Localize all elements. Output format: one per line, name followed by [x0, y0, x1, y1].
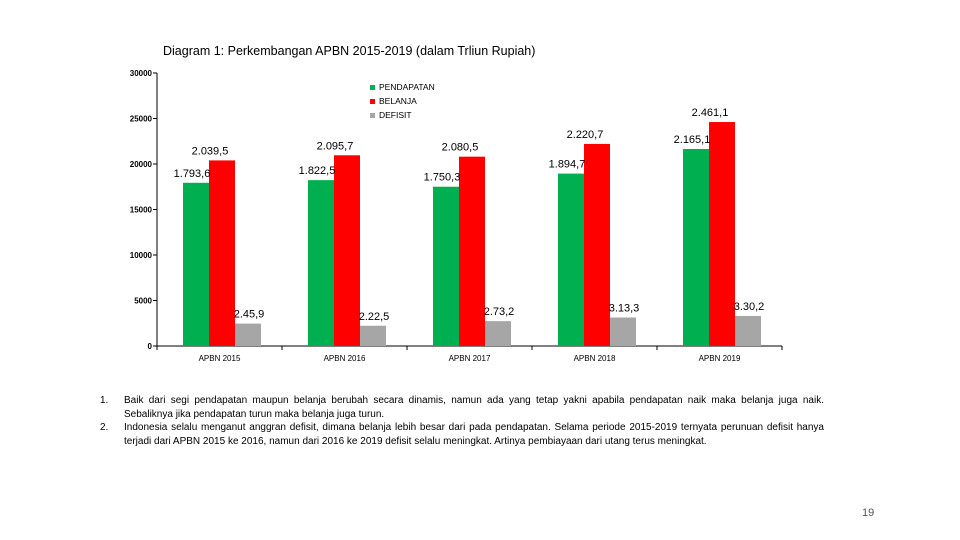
- note-text: Indonesia selalu menganut anggran defisi…: [124, 422, 824, 447]
- y-tick-label: 10000: [130, 251, 153, 260]
- legend-label: DEFISIT: [379, 110, 412, 120]
- x-tick-label: APBN 2019: [699, 354, 741, 363]
- legend-label: BELANJA: [379, 96, 417, 106]
- bar-pendapatan: [433, 186, 459, 346]
- y-tick-label: 20000: [130, 160, 153, 169]
- note-number: 1.: [100, 395, 109, 406]
- bar-pendapatan: [683, 148, 709, 346]
- legend-swatch: [370, 85, 375, 90]
- data-label: 2.080,5: [442, 142, 479, 154]
- note-number: 2.: [100, 422, 109, 434]
- bar-belanja: [209, 160, 235, 346]
- legend-swatch: [370, 99, 375, 104]
- y-tick-label: 30000: [130, 69, 153, 78]
- data-label: 2.039,5: [192, 145, 229, 157]
- chart-bars: [183, 122, 761, 346]
- bar-belanja: [584, 143, 610, 346]
- y-tick-label: 5000: [134, 297, 152, 306]
- bar-belanja: [709, 122, 735, 346]
- data-label: 3.30,2: [734, 301, 765, 313]
- bar-defisit: [485, 321, 511, 346]
- data-label: 1.822,5: [299, 165, 336, 177]
- y-tick-label: 25000: [130, 115, 153, 124]
- bar-belanja: [334, 155, 360, 346]
- bar-pendapatan: [558, 173, 584, 346]
- y-tick-label: 15000: [130, 206, 153, 215]
- bar-defisit: [610, 317, 636, 346]
- bar-pendapatan: [183, 182, 209, 346]
- data-label: 2.165,1: [674, 134, 711, 146]
- data-label: 2.22,5: [359, 311, 390, 323]
- chart-axes: 0 5000 10000 15000 20000 25000 30000 APBN 2015 A…: [130, 69, 783, 363]
- note-item: 1. Baik dari segi pendapatan maupun bela…: [100, 394, 824, 421]
- data-label: 2.095,7: [317, 140, 354, 152]
- bar-defisit: [235, 323, 261, 346]
- page-number: 19: [862, 507, 875, 519]
- x-tick-label: APBN 2017: [449, 354, 491, 363]
- data-label: 2.220,7: [567, 129, 604, 141]
- data-label: 1.894,7: [549, 159, 586, 171]
- note-text: Baik dari segi pendapatan maupun belanja…: [124, 395, 824, 420]
- x-tick-label: APBN 2016: [324, 354, 366, 363]
- chart-title: Diagram 1: Perkembangan APBN 2015-2019 (…: [163, 44, 535, 58]
- data-label: 2.461,1: [692, 107, 729, 119]
- y-tick-label: 0: [148, 342, 153, 351]
- chart-data-labels: 1.793,6 1.822,5 1.750,3 1.894,7 2.165,1 2.039…: [174, 107, 765, 323]
- note-item: 2. Indonesia selalu menganut anggran def…: [100, 421, 824, 448]
- notes-list: 1. Baik dari segi pendapatan maupun bela…: [100, 394, 824, 448]
- data-label: 1.750,3: [424, 172, 461, 184]
- data-label: 2.45,9: [234, 309, 265, 321]
- data-label: 2.73,2: [484, 306, 515, 318]
- bar-defisit: [360, 325, 386, 346]
- x-tick-label: APBN 2018: [574, 354, 616, 363]
- legend-label: PENDAPATAN: [379, 82, 435, 92]
- data-label: 1.793,6: [174, 168, 211, 180]
- legend-swatch: [370, 113, 375, 118]
- data-label: 3.13,3: [609, 302, 640, 314]
- bar-pendapatan: [308, 180, 334, 346]
- chart-legend: PENDAPATAN BELANJA DEFISIT: [370, 82, 435, 120]
- bar-defisit: [735, 315, 761, 346]
- x-tick-label: APBN 2015: [199, 354, 241, 363]
- bar-belanja: [459, 156, 485, 346]
